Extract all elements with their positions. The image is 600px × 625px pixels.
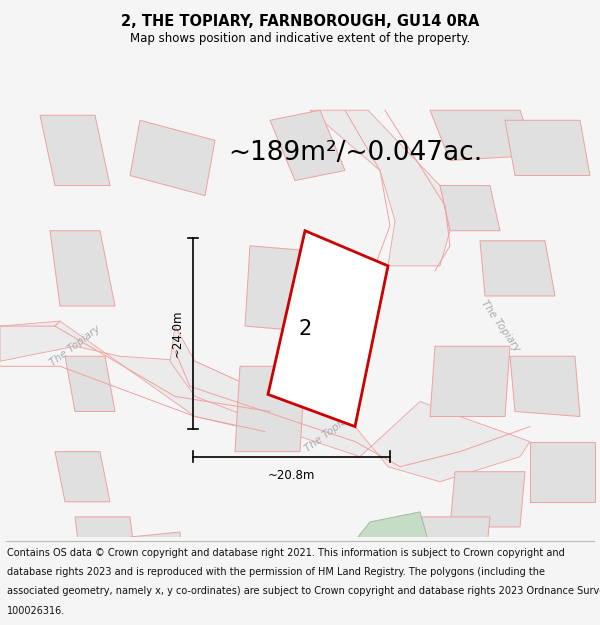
- Text: ~189m²/~0.047ac.: ~189m²/~0.047ac.: [228, 141, 482, 166]
- Text: The Topiary: The Topiary: [479, 299, 521, 354]
- Polygon shape: [235, 366, 305, 452]
- Text: 2: 2: [298, 319, 311, 339]
- Polygon shape: [350, 512, 430, 577]
- Polygon shape: [510, 356, 580, 416]
- Polygon shape: [55, 547, 110, 592]
- Text: Map shows position and indicative extent of the property.: Map shows position and indicative extent…: [130, 32, 470, 45]
- Polygon shape: [170, 326, 530, 482]
- Polygon shape: [410, 517, 490, 567]
- Polygon shape: [450, 472, 525, 527]
- Polygon shape: [430, 346, 510, 416]
- Polygon shape: [268, 231, 388, 426]
- Polygon shape: [40, 115, 110, 186]
- Text: associated geometry, namely x, y co-ordinates) are subject to Crown copyright an: associated geometry, namely x, y co-ordi…: [7, 586, 600, 596]
- Polygon shape: [310, 110, 450, 266]
- Text: The Topiary: The Topiary: [303, 409, 357, 454]
- Polygon shape: [75, 517, 135, 557]
- Polygon shape: [55, 452, 110, 502]
- Text: ~20.8m: ~20.8m: [268, 469, 315, 482]
- Polygon shape: [270, 110, 345, 181]
- Text: 100026316.: 100026316.: [7, 606, 65, 616]
- Text: 2, THE TOPIARY, FARNBOROUGH, GU14 0RA: 2, THE TOPIARY, FARNBOROUGH, GU14 0RA: [121, 14, 479, 29]
- Polygon shape: [50, 231, 115, 306]
- Text: Contains OS data © Crown copyright and database right 2021. This information is : Contains OS data © Crown copyright and d…: [7, 548, 565, 558]
- Text: The Topiary: The Topiary: [48, 324, 102, 368]
- Text: ~24.0m: ~24.0m: [171, 309, 184, 357]
- Polygon shape: [0, 321, 268, 431]
- Polygon shape: [440, 186, 500, 231]
- Polygon shape: [530, 442, 595, 502]
- Polygon shape: [65, 356, 115, 411]
- Polygon shape: [245, 246, 310, 331]
- Text: database rights 2023 and is reproduced with the permission of HM Land Registry. : database rights 2023 and is reproduced w…: [7, 567, 545, 577]
- Polygon shape: [130, 532, 185, 588]
- Polygon shape: [130, 120, 215, 196]
- Polygon shape: [505, 120, 590, 176]
- Polygon shape: [430, 110, 535, 161]
- Polygon shape: [480, 241, 555, 296]
